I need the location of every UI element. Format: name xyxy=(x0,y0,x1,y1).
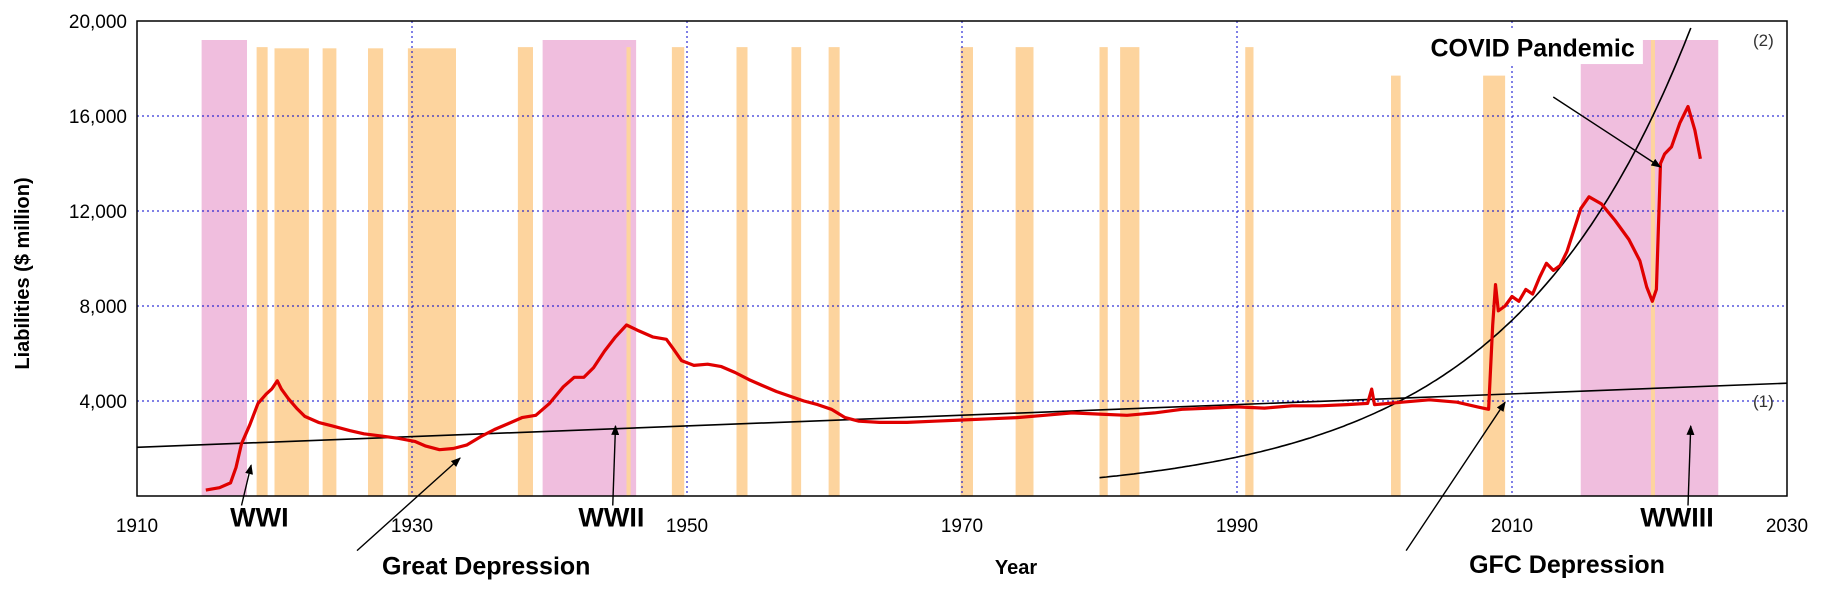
exponential-trend-label: (2) xyxy=(1753,31,1774,50)
recession-band xyxy=(1391,75,1401,496)
y-tick-label: 4,000 xyxy=(79,392,127,413)
x-tick-label: 1990 xyxy=(1216,516,1258,537)
recession-band xyxy=(1015,47,1034,496)
recession-band xyxy=(407,48,456,496)
x-tick-label: 1970 xyxy=(941,516,983,537)
plot-frame xyxy=(136,20,1788,497)
recession-band xyxy=(1120,47,1140,496)
recession-band xyxy=(828,47,840,496)
gfc-depression-label: GFC Depression xyxy=(1469,551,1665,579)
recession-band xyxy=(256,47,268,496)
wwi-label: WWI xyxy=(230,502,288,532)
recession-band xyxy=(368,48,384,496)
recession-band xyxy=(274,48,309,496)
x-tick-label: 2030 xyxy=(1766,516,1808,537)
recession-band xyxy=(736,47,748,496)
wwiii-arrow xyxy=(1686,424,1695,506)
recession-band xyxy=(322,48,337,496)
data-series xyxy=(205,104,1702,492)
y-tick-label: 16,000 xyxy=(69,107,127,128)
war-band xyxy=(542,40,637,496)
recession-band xyxy=(626,47,631,496)
recession-band xyxy=(1245,47,1254,496)
recession-band xyxy=(791,47,802,496)
x-axis-title: Year xyxy=(995,557,1037,579)
gfc-depression-arrow xyxy=(1405,401,1506,552)
axis-ticks: 4,000 8,000 12,000 16,000 20,000 1910 1930 1950… xyxy=(69,12,1808,537)
x-tick-label: 1910 xyxy=(116,516,158,537)
recession-band xyxy=(1650,40,1655,496)
wwii-arrow xyxy=(611,424,620,506)
period-bands xyxy=(201,40,1719,496)
wwiii-label: WWIII xyxy=(1640,502,1713,532)
y-tick-label: 20,000 xyxy=(69,12,127,33)
linear-trend-label: (1) xyxy=(1753,392,1774,411)
great-depression-arrow xyxy=(356,457,461,552)
great-depression-label: Great Depression xyxy=(382,552,590,580)
liabilities-line xyxy=(205,104,1702,492)
y-tick-label: 8,000 xyxy=(79,297,127,318)
war-band xyxy=(1580,40,1719,496)
wwii-label: WWII xyxy=(578,502,644,532)
y-axis-title: Liabilities ($ million) xyxy=(12,177,34,369)
recession-band xyxy=(960,47,973,496)
covid-pandemic-label: COVID Pandemic xyxy=(1431,35,1635,63)
trend-curves: (1) (2) xyxy=(136,27,1788,479)
covid-pandemic-arrow xyxy=(1552,96,1662,168)
x-tick-label: 1950 xyxy=(666,516,708,537)
wwi-arrow xyxy=(240,464,253,506)
annotations: WWI Great Depression WWII GFC Depression WWI… xyxy=(230,30,1714,580)
x-tick-label: 2010 xyxy=(1491,516,1533,537)
recession-band xyxy=(517,47,533,496)
gridlines xyxy=(137,21,1787,496)
linear-trend-line xyxy=(136,382,1788,449)
x-tick-label: 1930 xyxy=(391,516,433,537)
recession-band xyxy=(671,47,685,496)
covid-pandemic-label-background xyxy=(1422,30,1643,65)
y-tick-label: 12,000 xyxy=(69,202,127,223)
war-band xyxy=(201,40,247,496)
recession-band xyxy=(1099,47,1108,496)
